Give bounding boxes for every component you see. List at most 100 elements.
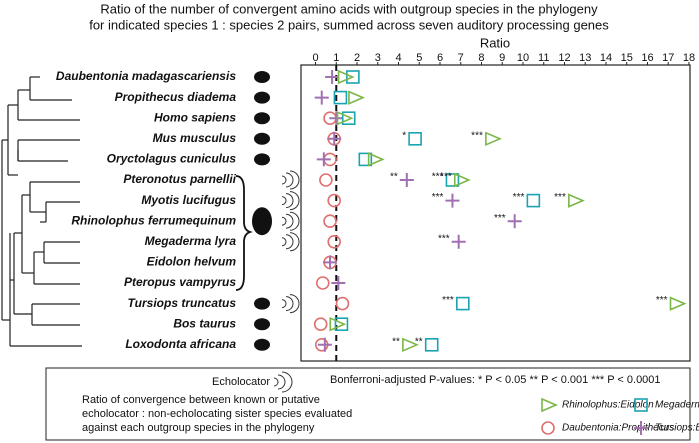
plus-marker	[327, 131, 342, 146]
species-silhouette	[254, 91, 270, 104]
echo-icon	[281, 191, 300, 211]
plus-marker	[451, 234, 466, 249]
species-label: Eidolon helvum	[147, 255, 237, 269]
description: Ratio of convergence between known or pu…	[82, 394, 320, 406]
legend-label: Megaderma:Pteropus	[655, 400, 699, 411]
species-silhouette	[254, 112, 270, 125]
significance-label: **	[415, 336, 423, 347]
description: echolocator : non-echolocating sister sp…	[82, 408, 352, 420]
species-label: Rhinolophus ferrumequinum	[71, 213, 236, 227]
x-tick-label: 13	[579, 52, 591, 64]
species-label: Oryctolagus cuniculus	[107, 152, 237, 166]
echo-icon	[281, 232, 300, 252]
x-tick-label: 0	[312, 52, 318, 64]
echo-icon	[281, 170, 300, 190]
x-tick-label: 17	[662, 52, 674, 64]
species-silhouette	[252, 207, 272, 236]
species-silhouette	[254, 153, 270, 166]
triangle-marker	[485, 131, 502, 147]
square-marker	[445, 173, 460, 187]
legend-label: Tursiops:Bos	[655, 423, 699, 434]
circle-marker	[315, 276, 330, 290]
triangle-marker	[568, 193, 585, 208]
species-label: Propithecus diadema	[115, 90, 237, 104]
description: against each outgroup species in the phy…	[82, 422, 315, 434]
plus-marker	[325, 70, 340, 84]
species-label: Pteropus vampyrus	[124, 275, 236, 289]
x-tick-label: 14	[600, 52, 612, 64]
echo-icon	[281, 294, 300, 314]
circle-marker	[335, 296, 350, 311]
significance-label: ***	[471, 130, 483, 141]
triangle-marker	[367, 152, 385, 167]
species-silhouette	[254, 71, 270, 83]
species-silhouette	[254, 338, 270, 351]
bat-brace	[235, 175, 253, 291]
species-label: Bos taurus	[173, 316, 236, 330]
significance-label: ***	[432, 192, 444, 203]
significance-label: ***	[494, 213, 506, 224]
legend-box	[45, 367, 691, 441]
x-tick-label: 4	[395, 52, 401, 64]
species-silhouette	[254, 132, 270, 145]
species-label: Megaderma lyra	[145, 234, 237, 248]
x-tick-label: 10	[517, 52, 529, 64]
legend-marker	[634, 398, 648, 412]
species-label: Daubentonia madagascariensis	[56, 69, 236, 83]
plus-marker	[399, 173, 414, 187]
x-tick-label: 9	[499, 52, 505, 64]
x-tick-label: 1	[333, 52, 339, 64]
square-marker	[346, 70, 360, 84]
significance-label: ***	[656, 295, 668, 306]
significance-label: ***	[440, 172, 452, 183]
triangle-marker	[329, 316, 347, 332]
triangle-marker	[336, 110, 354, 126]
plus-marker	[317, 337, 332, 352]
species-label: Pteronotus parnellii	[123, 172, 236, 186]
legend-marker	[634, 421, 648, 435]
x-tick-label: 2	[354, 52, 360, 64]
plus-marker	[507, 214, 522, 229]
plot-panel	[300, 64, 691, 362]
plus-marker	[316, 152, 331, 167]
x-tick-label: 18	[683, 52, 695, 64]
triangle-marker	[669, 296, 687, 311]
triangle-marker	[348, 90, 365, 105]
significance-label: ***	[554, 192, 566, 203]
significance-label: ***	[513, 192, 525, 203]
significance-label: *	[402, 130, 406, 141]
plus-marker	[445, 193, 460, 208]
x-axis-label: Ratio	[480, 35, 510, 50]
pvalue-note: Bonferroni-adjusted P-values: * P < 0.05…	[330, 374, 661, 386]
x-tick-label: 3	[375, 52, 381, 64]
significance-label: **	[390, 172, 398, 183]
x-tick-label: 12	[558, 52, 570, 64]
species-label: Myotis lucifugus	[141, 193, 236, 207]
circle-marker	[319, 173, 333, 187]
circle-marker	[327, 235, 341, 249]
circle-marker	[323, 214, 337, 228]
plus-marker	[331, 276, 346, 290]
species-label: Tursiops truncatus	[128, 296, 237, 310]
echo-icon	[281, 211, 300, 231]
x-tick-label: 8	[478, 52, 484, 64]
title-line: Ratio of the number of convergent amino …	[100, 1, 598, 16]
x-tick-label: 5	[416, 52, 422, 64]
x-tick-label: 11	[538, 52, 549, 64]
triangle-marker	[337, 69, 355, 85]
significance-label: ***	[432, 172, 444, 183]
square-marker	[526, 193, 541, 208]
species-silhouette	[254, 297, 270, 310]
square-marker	[456, 296, 470, 311]
triangle-marker	[402, 337, 419, 353]
plus-marker	[314, 90, 329, 105]
plus-marker	[329, 111, 344, 126]
significance-label: ***	[442, 295, 454, 306]
legend-label: Rhinolophus:Eidolon	[562, 400, 654, 411]
legend-marker	[541, 421, 555, 435]
legend-marker	[541, 397, 559, 413]
species-label: Loxodonta africana	[125, 337, 236, 351]
significance-label: ***	[438, 233, 450, 244]
square-marker	[424, 337, 439, 352]
echo-icon	[273, 371, 293, 393]
